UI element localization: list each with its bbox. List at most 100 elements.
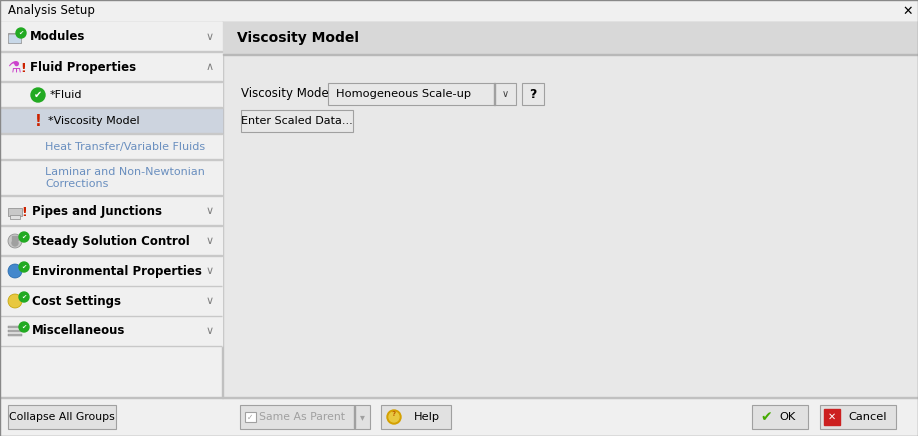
Text: ✕: ✕ xyxy=(828,412,836,422)
Text: ▾: ▾ xyxy=(360,412,364,422)
Text: Viscosity Model: Viscosity Model xyxy=(237,31,359,45)
Circle shape xyxy=(387,410,401,424)
Bar xyxy=(0,22,222,52)
Text: Cancel: Cancel xyxy=(849,412,888,422)
Bar xyxy=(354,406,355,428)
Bar xyxy=(820,405,896,429)
Text: ?: ? xyxy=(392,411,396,416)
Circle shape xyxy=(19,322,29,332)
Text: ∨: ∨ xyxy=(206,296,214,306)
Circle shape xyxy=(31,88,45,102)
Circle shape xyxy=(8,294,22,308)
Text: Collapse All Groups: Collapse All Groups xyxy=(9,412,115,422)
Text: ✔: ✔ xyxy=(18,31,24,35)
Text: ⚗: ⚗ xyxy=(7,59,21,75)
Bar xyxy=(0,195,222,196)
Bar xyxy=(0,286,222,316)
Bar xyxy=(245,412,256,422)
Bar xyxy=(223,54,918,55)
Text: ∨: ∨ xyxy=(206,266,214,276)
Bar xyxy=(522,83,544,105)
Circle shape xyxy=(19,262,29,272)
Bar xyxy=(0,160,222,196)
Text: ∨: ∨ xyxy=(206,236,214,246)
Bar xyxy=(752,405,808,429)
Bar xyxy=(0,134,222,160)
Bar xyxy=(0,108,222,134)
Text: ∨: ∨ xyxy=(206,326,214,336)
Bar xyxy=(10,215,20,219)
Bar xyxy=(0,22,222,398)
Text: Help: Help xyxy=(414,412,440,422)
Text: ∨: ∨ xyxy=(501,89,509,99)
Bar xyxy=(12,236,18,240)
Bar xyxy=(222,22,223,398)
Bar xyxy=(0,22,918,23)
Text: ✔: ✔ xyxy=(34,90,42,100)
Text: Homogeneous Scale-up: Homogeneous Scale-up xyxy=(336,89,471,99)
Text: Viscosity Model:: Viscosity Model: xyxy=(241,88,336,101)
Bar xyxy=(8,33,21,43)
Text: Cost Settings: Cost Settings xyxy=(32,294,121,307)
Text: ✔: ✔ xyxy=(21,265,27,269)
Bar xyxy=(0,196,222,226)
Circle shape xyxy=(19,232,29,242)
Text: OK: OK xyxy=(780,412,796,422)
Circle shape xyxy=(16,28,26,38)
Text: ✔: ✔ xyxy=(21,294,27,300)
Text: Enter Scaled Data...: Enter Scaled Data... xyxy=(241,116,353,126)
Circle shape xyxy=(19,292,29,302)
Text: ✔: ✔ xyxy=(760,410,772,424)
Text: Modules: Modules xyxy=(30,31,85,44)
Text: ✕: ✕ xyxy=(902,4,913,17)
Text: !: ! xyxy=(35,113,41,129)
Circle shape xyxy=(389,412,399,422)
Text: ?: ? xyxy=(530,88,537,101)
Bar xyxy=(0,398,918,436)
Circle shape xyxy=(8,264,22,278)
Bar xyxy=(8,334,22,336)
Text: ∨: ∨ xyxy=(206,206,214,216)
Bar xyxy=(0,345,222,346)
Bar xyxy=(381,405,451,429)
Bar xyxy=(8,326,22,328)
Bar xyxy=(9,35,20,42)
Bar xyxy=(328,83,516,105)
Text: ✓: ✓ xyxy=(247,412,253,422)
Text: *Fluid: *Fluid xyxy=(50,90,83,100)
Bar xyxy=(0,225,222,226)
Text: !: ! xyxy=(20,62,26,75)
Bar xyxy=(0,316,222,346)
Text: Miscellaneous: Miscellaneous xyxy=(32,324,126,337)
Text: ✔: ✔ xyxy=(21,235,27,239)
Text: Laminar and Non-Newtonian
Corrections: Laminar and Non-Newtonian Corrections xyxy=(45,167,205,189)
Text: Pipes and Junctions: Pipes and Junctions xyxy=(32,204,162,218)
Text: ✔: ✔ xyxy=(21,324,27,330)
Bar xyxy=(223,22,918,398)
Text: Same As Parent: Same As Parent xyxy=(259,412,345,422)
Text: *Viscosity Model: *Viscosity Model xyxy=(48,116,140,126)
Circle shape xyxy=(12,240,18,246)
Bar xyxy=(0,397,918,398)
Text: Environmental Properties: Environmental Properties xyxy=(32,265,202,277)
Bar xyxy=(241,110,353,132)
Bar xyxy=(8,405,116,429)
Bar xyxy=(0,256,222,286)
Bar xyxy=(0,82,222,108)
Bar xyxy=(494,83,495,105)
Text: Analysis Setup: Analysis Setup xyxy=(8,4,95,17)
Bar xyxy=(0,133,222,134)
Text: ∨: ∨ xyxy=(206,32,214,42)
Bar xyxy=(8,330,22,332)
Bar xyxy=(824,409,840,425)
Text: Heat Transfer/Variable Fluids: Heat Transfer/Variable Fluids xyxy=(45,142,205,152)
Bar xyxy=(223,22,918,54)
Text: ∧: ∧ xyxy=(206,62,214,72)
Bar xyxy=(0,0,918,22)
Bar xyxy=(0,51,222,52)
Bar xyxy=(0,255,222,256)
Bar xyxy=(0,52,222,82)
Bar xyxy=(240,405,370,429)
Bar xyxy=(0,226,222,256)
Text: Steady Solution Control: Steady Solution Control xyxy=(32,235,190,248)
